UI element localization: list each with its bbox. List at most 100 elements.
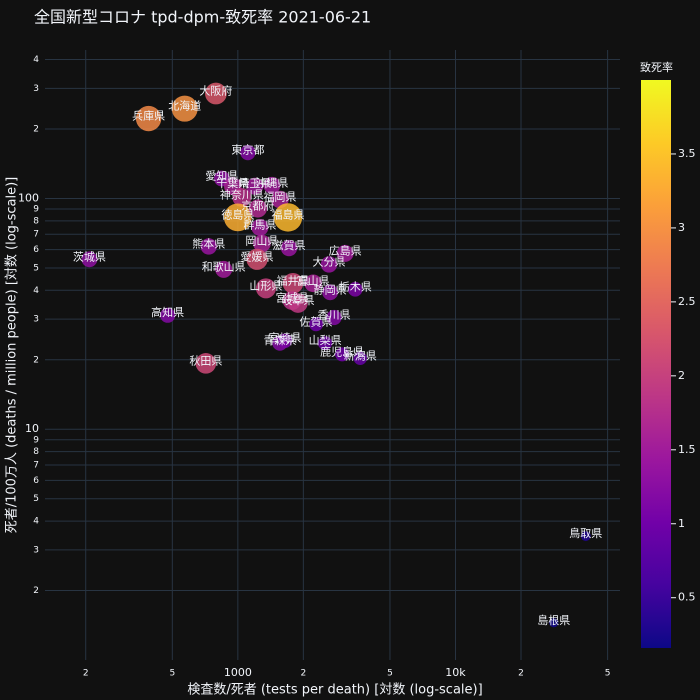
point-label: 栃木県 bbox=[339, 279, 372, 293]
point-label: 静岡県 bbox=[314, 282, 347, 296]
point-label: 大分県 bbox=[313, 254, 346, 268]
point bbox=[580, 531, 591, 542]
y-tick-label: 4 bbox=[33, 286, 39, 296]
point bbox=[288, 293, 308, 313]
point-label: 岡山県 bbox=[245, 235, 278, 248]
colorbar-tick-label: 1.5 bbox=[678, 443, 696, 456]
point-label: 滋賀県 bbox=[272, 239, 305, 252]
point bbox=[318, 336, 333, 351]
y-tick-label: 2 bbox=[33, 125, 39, 135]
point bbox=[277, 333, 293, 348]
y-tick-label: 4 bbox=[33, 517, 39, 527]
colorbar-tick-label: 1 bbox=[678, 517, 685, 530]
point-label: 神奈川県 bbox=[220, 187, 264, 201]
point-label: 新潟県 bbox=[344, 348, 377, 362]
point-label: 秋田県 bbox=[189, 353, 222, 367]
point bbox=[322, 284, 339, 301]
point bbox=[280, 239, 298, 257]
colorbar-tick-label: 2.5 bbox=[678, 295, 696, 308]
point-label: 山梨県 bbox=[309, 333, 342, 347]
point-label: 広島県 bbox=[329, 243, 362, 257]
point bbox=[215, 260, 233, 278]
colorbar-tick-label: 2 bbox=[678, 369, 685, 382]
point bbox=[326, 309, 342, 326]
point-label: 東京都 bbox=[231, 143, 264, 157]
point-label: 茨城県 bbox=[73, 249, 106, 263]
point bbox=[81, 251, 98, 268]
colorbar-tick-label: 0.5 bbox=[678, 591, 696, 604]
point bbox=[160, 307, 176, 323]
point bbox=[246, 177, 264, 195]
point bbox=[549, 618, 559, 628]
point bbox=[273, 203, 303, 232]
point bbox=[171, 95, 198, 122]
y-tick-label: 3 bbox=[33, 545, 39, 555]
y-tick-label: 8 bbox=[33, 216, 39, 226]
y-tick-label: 7 bbox=[33, 460, 39, 470]
y-tick-label: 9 bbox=[33, 435, 39, 445]
y-tick-label: 3 bbox=[33, 315, 39, 325]
x-tick-label: 2 bbox=[300, 669, 306, 679]
point bbox=[335, 347, 350, 362]
point bbox=[195, 353, 217, 374]
point bbox=[240, 145, 256, 161]
point-label: 埼玉県 bbox=[238, 176, 271, 190]
point bbox=[246, 248, 268, 270]
y-tick-label: 9 bbox=[33, 205, 39, 215]
colorbar-tick-label: 3 bbox=[678, 221, 685, 234]
point-label: 愛知県 bbox=[205, 169, 238, 183]
y-tick-label: 10 bbox=[25, 422, 39, 435]
x-axis-title: 検査数/死者 (tests per death) [対数 (log-scale)… bbox=[187, 683, 482, 698]
x-tick-label: 2 bbox=[83, 669, 89, 679]
y-axis-title: 死者/100万人 (deaths / million people) [対数 (… bbox=[5, 177, 20, 534]
point-label: 和歌山県 bbox=[202, 259, 246, 273]
point-label: 高知県 bbox=[151, 305, 184, 319]
point bbox=[135, 105, 162, 132]
y-tick-label: 2 bbox=[33, 355, 39, 365]
point-label: 宮城県 bbox=[276, 291, 309, 305]
point-label: 熊本県 bbox=[192, 236, 225, 250]
point bbox=[347, 282, 363, 297]
y-tick-label: 2 bbox=[33, 586, 39, 596]
point-label: 兵庫県 bbox=[132, 109, 165, 123]
point-label: 香川県 bbox=[318, 308, 351, 321]
point-label: 大阪府 bbox=[199, 84, 232, 98]
point bbox=[255, 278, 276, 299]
x-tick-label: 1000 bbox=[224, 666, 252, 679]
point-label: 千葉県 bbox=[216, 176, 249, 190]
colorbar-title: 致死率 bbox=[640, 60, 673, 74]
x-tick-label: 2 bbox=[518, 669, 524, 679]
point-label: 群馬県 bbox=[243, 217, 276, 231]
point bbox=[282, 272, 304, 294]
point bbox=[320, 256, 338, 273]
x-tick-label: 10k bbox=[445, 666, 466, 679]
point bbox=[309, 317, 324, 332]
y-tick-label: 5 bbox=[33, 263, 39, 273]
point bbox=[251, 218, 269, 236]
point-label: 岐阜県 bbox=[282, 294, 315, 307]
point-label: 佐賀県 bbox=[300, 314, 333, 328]
y-tick-label: 6 bbox=[33, 476, 39, 486]
colorbar bbox=[641, 80, 671, 648]
point-label: 愛媛県 bbox=[241, 249, 274, 263]
point bbox=[248, 199, 267, 218]
y-tick-label: 5 bbox=[33, 494, 39, 504]
point-label: 福島県 bbox=[272, 207, 305, 221]
colorbar-tick-label: 3.5 bbox=[678, 147, 696, 160]
point-label: 宮崎県 bbox=[268, 331, 301, 345]
point-label: 沖縄県 bbox=[255, 175, 288, 189]
point-label: 徳島県 bbox=[221, 207, 254, 221]
point bbox=[253, 234, 271, 253]
point bbox=[232, 188, 252, 207]
y-tick-label: 8 bbox=[33, 447, 39, 457]
point bbox=[304, 274, 322, 293]
y-tick-label: 100 bbox=[18, 191, 39, 204]
chart-title: 全国新型コロナ tpd-dpm-致死率 2021-06-21 bbox=[34, 8, 371, 27]
point-label: 福岡県 bbox=[263, 189, 296, 203]
x-tick-label: 5 bbox=[169, 669, 175, 679]
point-label: 北海道 bbox=[168, 99, 201, 113]
x-tick-label: 5 bbox=[387, 669, 393, 679]
point-label: 山形県 bbox=[249, 279, 282, 292]
y-tick-label: 7 bbox=[33, 230, 39, 240]
